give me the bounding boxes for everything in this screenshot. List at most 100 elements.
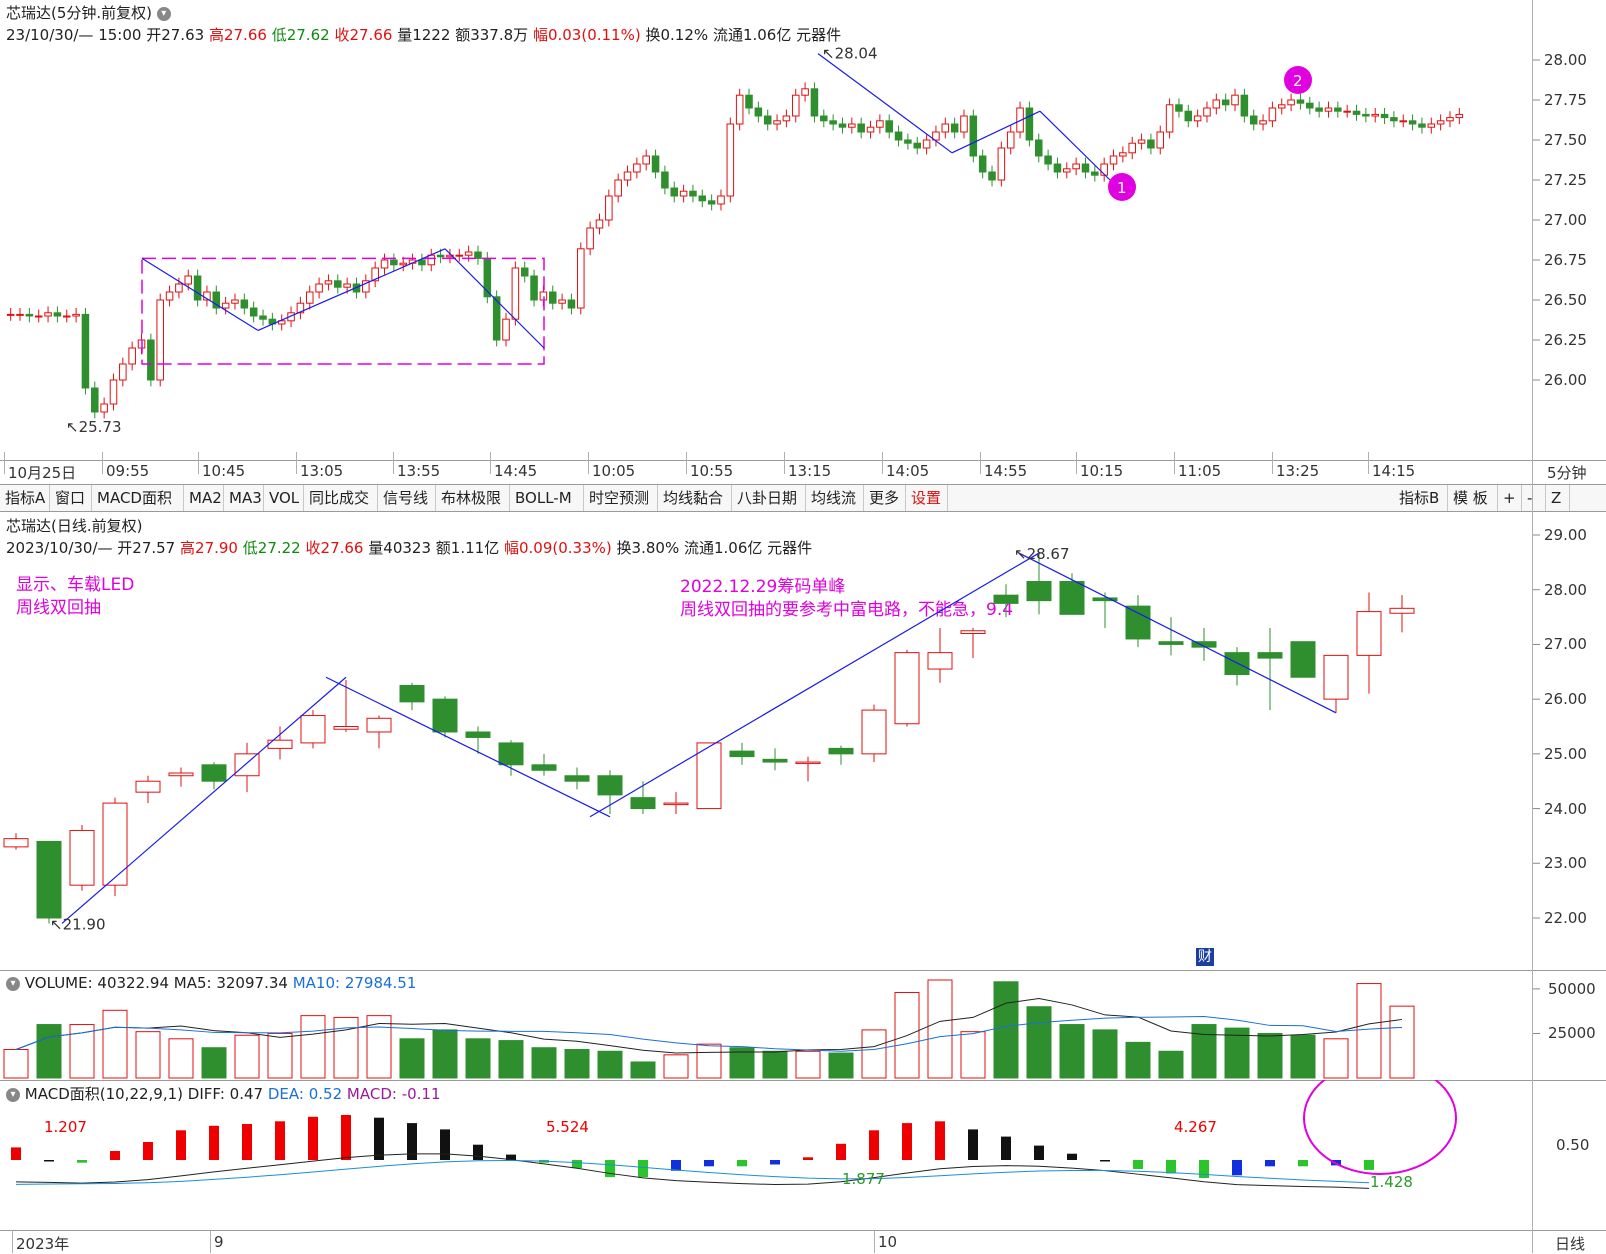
intraday-vol: 1222 [412,26,451,44]
volume-bar [201,1047,227,1079]
daily-candle [762,758,788,763]
toolbar-item[interactable]: 均线黏合 [658,485,732,511]
x-tick-separator [210,1230,211,1253]
toolbar-item[interactable]: 八卦日期 [732,485,806,511]
toolbar-item[interactable]: 同比成交 [304,485,378,511]
toolbar-item[interactable]: 信号线 [378,485,436,511]
intraday-candle [371,267,379,282]
chevron-down-icon[interactable]: ▾ [6,976,20,991]
macd-bar [110,1151,120,1160]
macd-bar [176,1130,186,1160]
x-tick-label: 14:45 [494,462,538,480]
x-tick-label: 09:55 [106,462,150,480]
toolbar-item[interactable]: 布林极限 [436,485,510,511]
intraday-candle [511,267,520,320]
max-price-label: ↖28.04 [822,45,878,63]
macd-bar [803,1157,813,1160]
intraday-candle [670,187,679,197]
daily-high: 27.90 [195,539,238,557]
volume-bar [1224,1027,1250,1079]
daily-chg: 0.09(0.33%) [519,539,612,557]
toolbar-item[interactable]: MA2 [184,485,224,511]
volume-bar [729,1047,755,1079]
toolbar-item[interactable]: MA3 [224,485,264,511]
toolbar-item[interactable]: 均线流 [806,485,864,511]
macd-chart[interactable]: 1.207 5.524 1.877 4.267 1.428 [0,1080,1606,1230]
intraday-candle [791,94,800,117]
x-tick-label: 10:05 [592,462,636,480]
daily-candle [135,780,161,793]
intraday-candle [567,299,576,309]
intraday-candle [305,291,314,304]
intraday-chart[interactable]: ↖28.04 ↖25.73 1 2 [0,0,1606,462]
daily-candle [1389,607,1415,614]
intraday-candle [1175,104,1183,112]
volume-bar [267,1032,293,1079]
macd-bar [407,1123,417,1160]
toolbar-right-item[interactable]: 指标B [1394,485,1448,511]
annotation-ellipse [1303,1080,1457,1175]
daily-candle [36,840,62,919]
toolbar-right-item[interactable]: Z [1546,485,1570,511]
daily-chart[interactable]: ↖28.67 ↖21.90 [0,510,1606,970]
volume-bar [531,1047,557,1079]
intraday-candle [904,139,912,144]
trend-arrow [951,110,1041,154]
x-tick-separator [980,452,981,474]
daily-vol-label: 量 [368,539,384,557]
daily-vol: 40323 [383,539,431,557]
intraday-candle [960,115,968,133]
macd-bar [506,1154,516,1160]
toolbar-right-item[interactable]: 模 板 [1448,485,1498,511]
toolbar-item[interactable]: 时空预测 [584,485,658,511]
daily-period-label[interactable]: 日线 [1555,1235,1586,1253]
toolbar-item[interactable]: 指标A [0,485,50,511]
x-tick-separator [102,452,103,474]
volume-bar [960,1031,986,1079]
toolbar-item[interactable]: 设置 [906,485,948,511]
x-tick-separator [1272,452,1273,474]
intraday-candle [1072,163,1080,170]
intraday-candle [894,131,903,141]
daily-candle [300,715,326,744]
intraday-candle [240,299,249,309]
daily-candle [1059,581,1085,615]
intraday-candle [193,275,202,301]
intraday-candle [259,315,267,320]
macd-diff-line [15,1153,1370,1189]
macd-bar [704,1160,714,1167]
intraday-period-label[interactable]: 5分钟 [1547,464,1587,482]
intraday-candle [810,88,819,117]
toolbar-item[interactable]: 更多 [864,485,906,511]
macd-y-tick: 0.50 [1556,1136,1590,1154]
volume-bar [696,1043,722,1079]
volume-ma10-line [15,1016,1403,1052]
intraday-candle [745,94,753,109]
intraday-candle [1100,163,1108,176]
financial-report-icon[interactable]: 财 [1196,948,1214,966]
daily-sector: 元器件 [767,539,813,557]
chevron-down-icon[interactable]: ▾ [6,1087,20,1102]
daily-candle [1158,641,1184,645]
toolbar-right-item[interactable]: + [1498,485,1522,511]
toolbar-item[interactable]: VOL [264,485,304,511]
indicator-toolbar: 指标A 窗口 MACD面积 MA2 MA3 VOL 同比成交 信号线 布林极限 BOLL-M 时空预… [0,484,1606,512]
daily-candle [3,838,29,848]
toolbar-item[interactable]: MACD面积 [92,485,184,511]
x-tick-separator [1076,452,1077,474]
chevron-down-icon[interactable]: ▾ [156,6,171,21]
intraday-candle [53,312,62,317]
toolbar-item[interactable]: BOLL-M [510,485,584,511]
volume-chart[interactable] [0,970,1606,1080]
x-tick-label: 9 [214,1233,224,1251]
macd-bar [11,1147,21,1160]
toolbar-right-item[interactable]: - [1522,485,1546,511]
macd-bar [143,1142,153,1160]
toolbar-item[interactable]: 窗口 [50,485,92,511]
intraday-candle [1306,102,1314,109]
intraday-candle [1053,163,1062,173]
intraday-title-row: 芯瑞达(5分钟.前复权) ▾ [6,2,171,23]
intraday-candle [820,115,828,122]
intraday-candle [184,275,193,285]
daily-candle [102,802,128,886]
